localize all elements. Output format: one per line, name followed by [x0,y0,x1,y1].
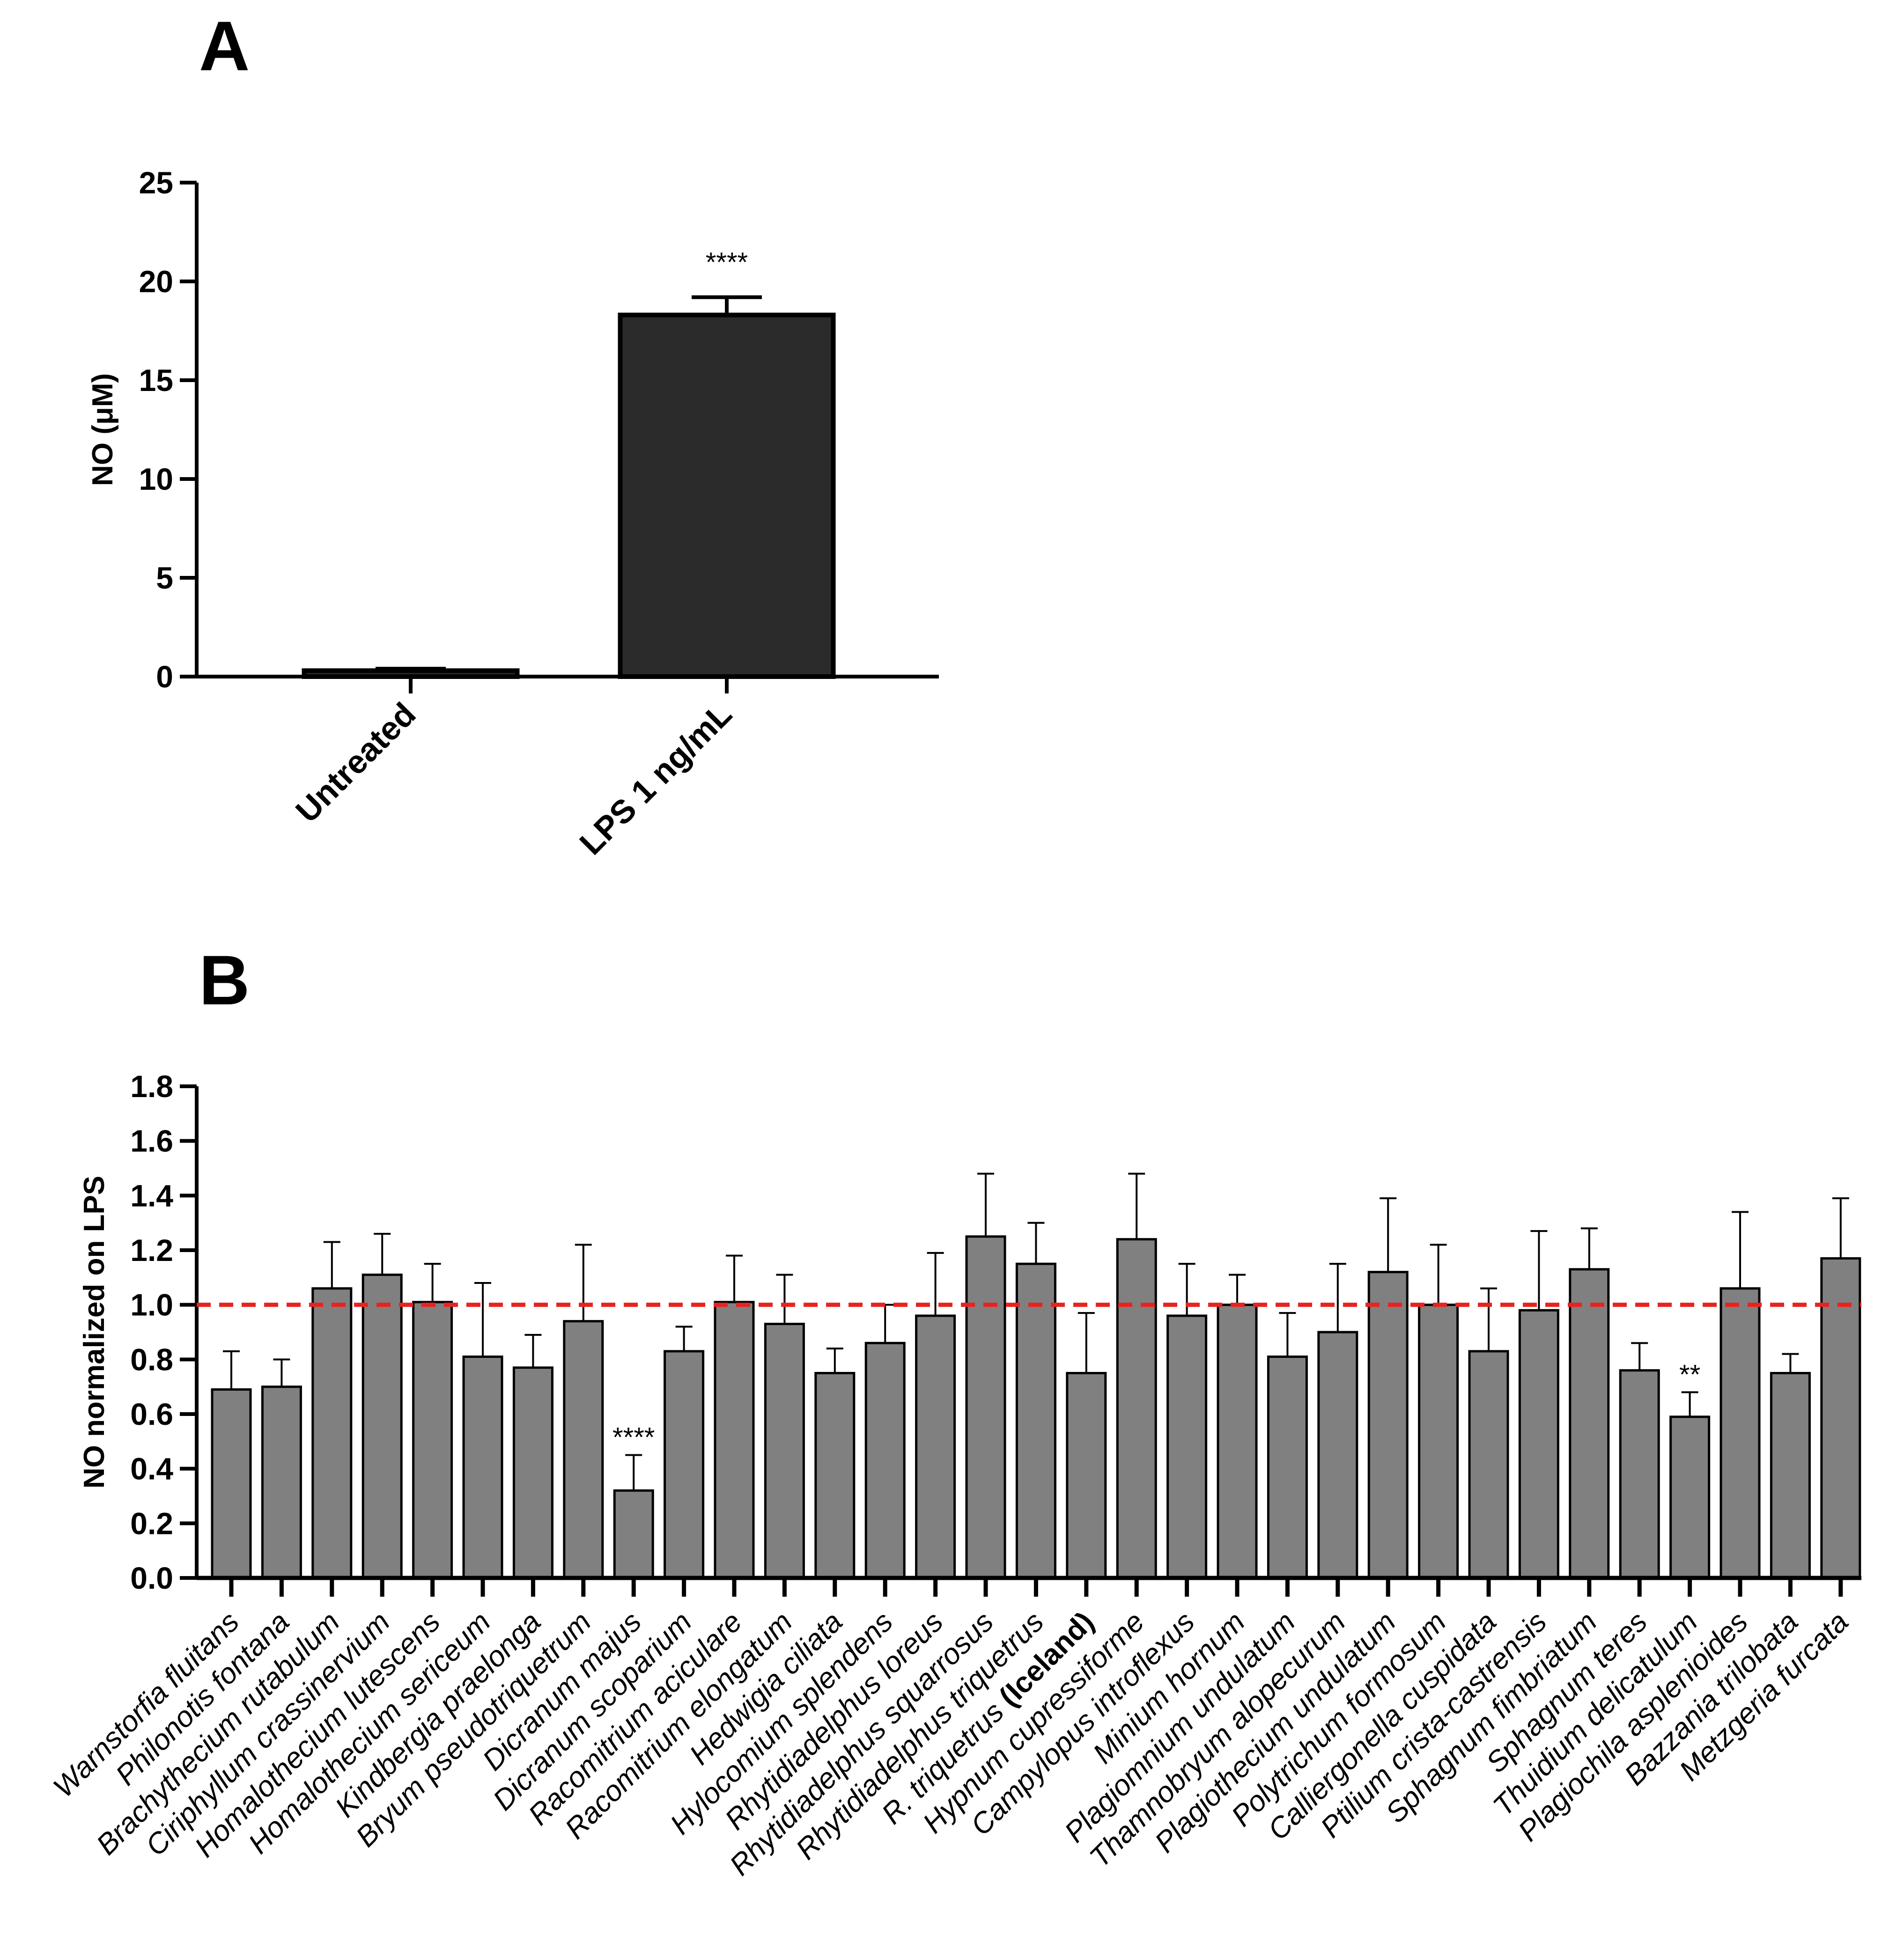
bar-b [563,1320,604,1579]
bar-b [1116,1238,1157,1579]
y-tick-label-a: 25 [139,165,173,200]
bar-b [362,1274,403,1579]
y-tick-label-a: 15 [139,363,173,398]
significance-label-b: **** [613,1422,655,1453]
bar-b [1317,1331,1358,1579]
x-category-label-a: Untreated [288,695,422,829]
bar-b [462,1356,503,1579]
bar-b [512,1366,553,1579]
bar-b [1015,1262,1056,1579]
significance-label-a: **** [706,247,748,278]
y-tick-label-a: 0 [156,659,173,694]
panel-b-chart: 0.0 0.2 0.4 0.6 0.8 1.0 1.2 1.4 1.6 1.8 NO normali… [47,1069,1861,1882]
bar-a [618,312,836,679]
panel-letter-a: A [199,7,250,85]
bar-b [1518,1309,1559,1579]
bar-b [311,1287,353,1579]
bar-b [664,1350,705,1579]
y-tick-label-b: 0.6 [130,1397,173,1431]
y-tick-label-b: 1.6 [130,1124,173,1158]
x-category-label-a: LPS 1 ng/mL [573,695,739,862]
y-tick-label-b: 0.2 [130,1506,173,1540]
y-tick-label-b: 0.8 [130,1342,173,1377]
bar-b [1720,1287,1761,1579]
bar-a [302,668,520,679]
bar-b [764,1323,805,1579]
bar-b [714,1301,755,1579]
bar-b [1267,1356,1308,1579]
y-tick-label-b: 1.4 [130,1178,173,1213]
bar-b [1367,1271,1409,1579]
bar-b [412,1301,453,1579]
y-tick-label-a: 20 [139,264,173,299]
bar-b [1669,1415,1711,1579]
bar-b [814,1372,856,1579]
y-axis-title-a: NO (μM) [87,373,119,486]
bar-b [261,1386,302,1579]
bar-b [1217,1304,1258,1579]
bar-b [1770,1372,1811,1579]
y-tick-label-b: 0.4 [130,1452,173,1486]
bar-b [1066,1372,1107,1579]
y-tick-label-b: 1.0 [130,1288,173,1322]
significance-label-b: ** [1679,1359,1700,1390]
bar-b [864,1341,906,1579]
y-tick-label-a: 5 [156,560,173,595]
bar-b [1418,1304,1459,1579]
panel-letter-b: B [199,941,250,1019]
bar-b [613,1489,654,1579]
y-tick-label-b: 1.8 [130,1069,173,1104]
bar-b [1569,1268,1610,1579]
y-tick-label-a: 10 [139,462,173,496]
bar-b [211,1388,252,1579]
panel-a-chart: 0 5 10 15 20 25 NO (μM) Untreated **** LPS 1 ng/m… [87,165,939,862]
y-tick-label-b: 0.0 [130,1561,173,1595]
bar-b [1468,1350,1509,1579]
y-axis-title-b: NO normalized on LPS [78,1176,111,1489]
y-tick-label-b: 1.2 [130,1233,173,1268]
bar-b [915,1314,956,1579]
bar-b [965,1235,1006,1579]
bar-b [1166,1314,1208,1579]
bar-b [1619,1369,1660,1579]
